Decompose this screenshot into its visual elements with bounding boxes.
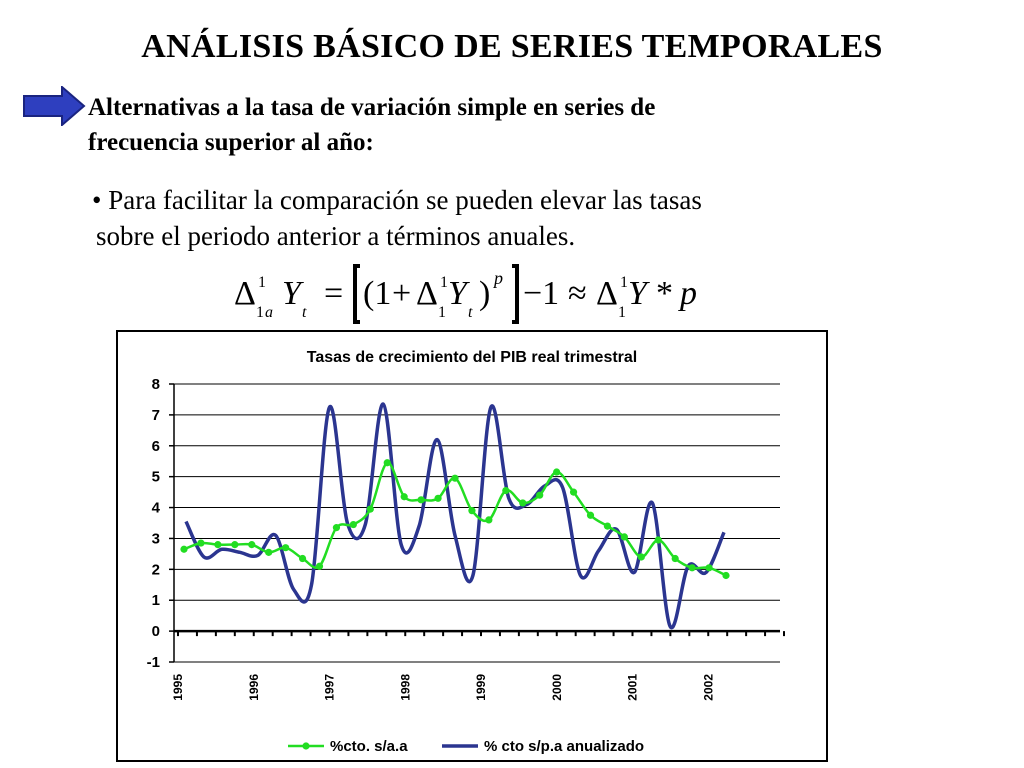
legend-label-annualized: % cto s/p.a anualizado — [484, 738, 644, 755]
subtitle-line: Alternativas a la tasa de variación simp… — [88, 94, 656, 121]
svg-text:Y: Y — [448, 275, 470, 312]
data-point — [586, 511, 595, 519]
svg-text:Y: Y — [628, 275, 650, 312]
bullet-line: sobre el periodo anterior a términos anu… — [96, 221, 576, 251]
chart-canvas: Tasas de crecimiento del PIB real trimes… — [147, 349, 785, 755]
x-tick-label: 2000 — [550, 674, 564, 701]
data-point — [282, 544, 290, 552]
data-point — [502, 486, 510, 495]
data-point — [451, 474, 459, 482]
svg-text:Δ: Δ — [596, 275, 618, 312]
y-tick-label: 0 — [152, 623, 160, 640]
y-tick-label: -1 — [147, 654, 160, 671]
bullet-point: • Para facilitar la comparación se puede… — [92, 182, 952, 254]
svg-text:*: * — [656, 275, 673, 312]
x-tick-label: 2001 — [626, 674, 640, 701]
data-point — [315, 562, 324, 570]
data-point — [722, 571, 730, 580]
data-point — [519, 499, 527, 507]
svg-text:): ) — [479, 275, 490, 312]
x-tick-label: 1999 — [474, 674, 488, 701]
y-tick-label: 5 — [152, 469, 160, 486]
y-tick-label: 4 — [152, 500, 161, 517]
data-point — [603, 522, 612, 530]
slide-title: ANÁLISIS BÁSICO DE SERIES TEMPORALES — [141, 28, 883, 65]
svg-text:1: 1 — [438, 304, 446, 321]
data-point — [400, 493, 408, 501]
data-point — [197, 539, 205, 547]
data-point — [180, 545, 188, 553]
svg-text:+: + — [392, 275, 411, 312]
subtitle: Alternativas a la tasa de variación simp… — [88, 90, 948, 160]
data-point — [569, 488, 578, 496]
x-tick-label: 1998 — [398, 674, 412, 701]
svg-text:−1: −1 — [523, 275, 559, 312]
data-point — [553, 468, 561, 476]
svg-text:1: 1 — [256, 304, 264, 321]
svg-text:a: a — [265, 304, 273, 321]
chart-legend: %cto. s/a.a % cto s/p.a anualizado — [288, 738, 644, 755]
data-point — [485, 516, 493, 524]
bullet-line: • Para facilitar la comparación se puede… — [92, 185, 702, 215]
svg-text:=: = — [324, 275, 343, 312]
svg-text:p: p — [492, 268, 503, 288]
data-point — [383, 459, 391, 467]
svg-text:(1: (1 — [363, 275, 391, 312]
svg-text:1: 1 — [620, 274, 628, 291]
data-point — [637, 553, 645, 561]
data-point — [468, 507, 476, 515]
subtitle-line: frecuencia superior al año: — [88, 129, 374, 156]
svg-text:t: t — [468, 304, 473, 321]
y-tick-label: 7 — [152, 407, 160, 424]
gdp-growth-chart: Tasas de crecimiento del PIB real trimes… — [116, 330, 828, 762]
x-tick-label: 2002 — [701, 674, 715, 701]
data-point — [536, 491, 544, 499]
data-point — [654, 536, 662, 544]
data-point — [349, 520, 357, 529]
data-point — [214, 541, 222, 549]
x-tick-label: 1996 — [247, 674, 261, 701]
y-tick-label: 1 — [152, 592, 160, 609]
data-point — [298, 554, 307, 563]
data-point — [671, 554, 679, 563]
series-line-annualized — [184, 402, 726, 630]
data-point — [265, 548, 273, 556]
data-point — [620, 533, 628, 541]
data-point — [366, 505, 374, 513]
data-point — [231, 541, 239, 549]
data-point — [705, 564, 713, 572]
svg-text:t: t — [302, 304, 307, 321]
y-tick-label: 8 — [152, 376, 160, 393]
chart-title: Tasas de crecimiento del PIB real trimes… — [307, 349, 638, 366]
x-tick-label: 1997 — [323, 674, 337, 701]
svg-text:Y: Y — [282, 275, 304, 312]
data-point — [248, 541, 256, 549]
chart-gridlines — [174, 383, 780, 663]
svg-text:p: p — [678, 275, 697, 312]
svg-text:1: 1 — [618, 304, 626, 321]
legend-label-yoy: %cto. s/a.a — [330, 738, 408, 755]
chart-series — [180, 402, 730, 630]
data-point — [688, 564, 696, 572]
x-tick-label: 1995 — [171, 674, 185, 701]
arrow-right-icon — [23, 86, 86, 126]
svg-text:1: 1 — [440, 274, 448, 291]
y-tick-label: 6 — [152, 438, 160, 455]
svg-text:Δ: Δ — [234, 275, 256, 312]
y-tick-label: 2 — [152, 561, 160, 578]
annualized-rate-formula: Δ 1 1 a Y t = (1 + Δ 1 1 Y t ) p −1 ≈ Δ … — [234, 264, 697, 324]
svg-text:≈: ≈ — [568, 275, 587, 312]
svg-text:Δ: Δ — [416, 275, 438, 312]
data-point — [417, 496, 425, 504]
svg-text:1: 1 — [258, 274, 266, 291]
y-tick-label: 3 — [152, 530, 160, 547]
legend-marker-yoy — [302, 742, 310, 750]
chart-axes: -1 0 1 2 3 4 5 6 7 8 1995 1996 1997 1998 1999 2000 2001 2… — [147, 376, 785, 701]
data-point — [332, 524, 341, 532]
data-point — [434, 494, 442, 502]
